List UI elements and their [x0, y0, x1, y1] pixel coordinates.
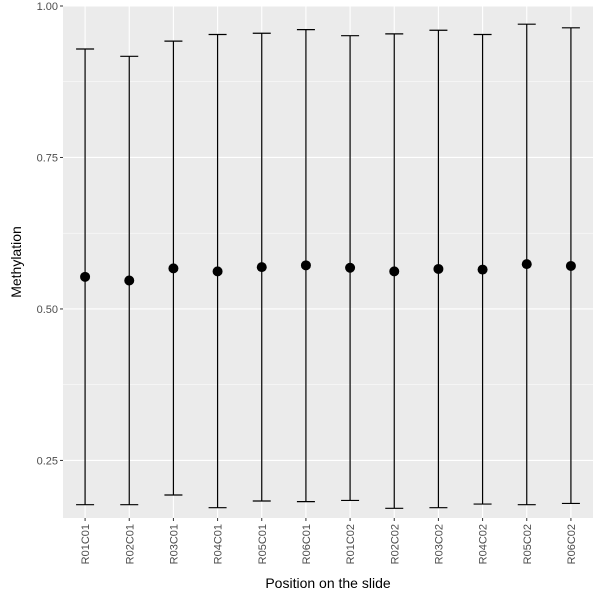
x-axis-title: Position on the slide — [265, 575, 391, 591]
x-tick-label: R05C01 — [257, 524, 269, 564]
x-tick-label: R02C01 — [124, 524, 136, 564]
x-tick-label: R06C02 — [566, 524, 578, 564]
x-tick-label: R04C01 — [213, 524, 225, 564]
mean-point — [300, 260, 311, 271]
x-tick-label: R03C01 — [168, 524, 180, 564]
mean-point — [256, 262, 267, 273]
y-tick-label: 0.75 — [37, 152, 58, 164]
mean-point — [389, 266, 400, 277]
x-tick-label: R02C02 — [389, 524, 401, 564]
y-axis-ticks: 0.25 0.50 0.75 1.00 — [37, 1, 63, 467]
mean-point — [477, 264, 488, 275]
mean-point — [124, 275, 135, 286]
y-axis-title: Methylation — [8, 226, 24, 298]
mean-point — [565, 260, 576, 271]
x-tick-label: R05C02 — [522, 524, 534, 564]
x-tick-label: R06C01 — [301, 524, 313, 564]
x-tick-label: R04C02 — [478, 524, 490, 564]
mean-point — [212, 266, 223, 277]
y-tick-label: 1.00 — [37, 1, 58, 13]
y-tick-label: 0.50 — [37, 304, 58, 316]
mean-point — [433, 263, 444, 274]
plot-panel — [63, 6, 593, 518]
x-tick-label: R01C01 — [80, 524, 92, 564]
mean-point — [345, 262, 356, 273]
x-tick-label: R03C02 — [433, 524, 445, 564]
mean-point — [521, 259, 532, 270]
y-tick-label: 0.25 — [37, 455, 58, 467]
x-axis-ticks: R01C01 R02C01 R03C01 R04C01 R05C01 R06C01 R01C… — [80, 518, 578, 564]
mean-point — [80, 271, 91, 282]
x-tick-label: R01C02 — [345, 524, 357, 564]
mean-point — [168, 263, 179, 274]
mean-points — [80, 259, 576, 286]
minor-gridlines — [63, 81, 593, 385]
